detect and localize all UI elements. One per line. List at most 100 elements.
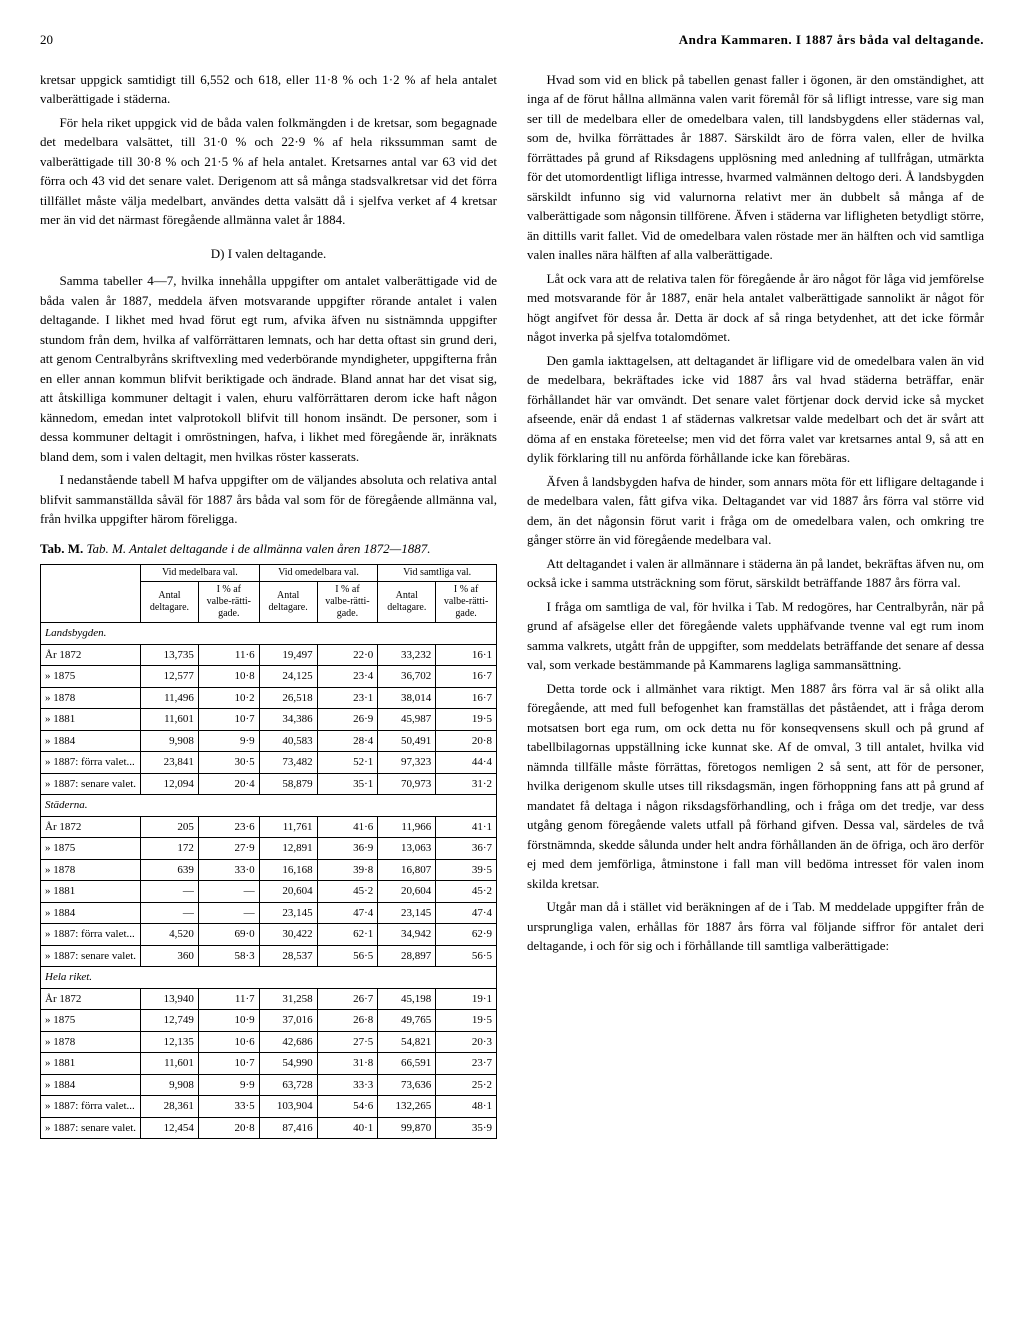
cell: 27·9 bbox=[198, 838, 259, 860]
group-title: Landsbygden. bbox=[41, 623, 497, 645]
para: Äfven å landsbygden hafva de hinder, som… bbox=[527, 472, 984, 550]
cell: 27·5 bbox=[317, 1031, 378, 1053]
para: Låt ock vara att de relativa talen för f… bbox=[527, 269, 984, 347]
subheader: Antal deltagare. bbox=[141, 582, 199, 623]
cell: 54,821 bbox=[378, 1031, 436, 1053]
row-label: » 1878 bbox=[41, 1031, 141, 1053]
cell: 45,987 bbox=[378, 709, 436, 731]
cell: 11·7 bbox=[198, 988, 259, 1010]
table-row: » 1887: senare valet.12,09420·458,87935·… bbox=[41, 773, 497, 795]
cell: 73,482 bbox=[259, 752, 317, 774]
subheader: I % af valbe-rätti-gade. bbox=[317, 582, 378, 623]
cell: 54·6 bbox=[317, 1096, 378, 1118]
row-label: » 1878 bbox=[41, 687, 141, 709]
cell: 41·6 bbox=[317, 816, 378, 838]
cell: 11,496 bbox=[141, 687, 199, 709]
col-group: Vid samtliga val. bbox=[378, 565, 497, 582]
cell: 172 bbox=[141, 838, 199, 860]
cell: 10·8 bbox=[198, 666, 259, 688]
cell: 30·5 bbox=[198, 752, 259, 774]
cell: 132,265 bbox=[378, 1096, 436, 1118]
table-row: » 187517227·912,89136·913,06336·7 bbox=[41, 838, 497, 860]
cell: 16·7 bbox=[436, 666, 497, 688]
cell: 10·2 bbox=[198, 687, 259, 709]
cell: 52·1 bbox=[317, 752, 378, 774]
cell: 56·5 bbox=[317, 945, 378, 967]
table-row: » 187812,13510·642,68627·554,82120·3 bbox=[41, 1031, 497, 1053]
row-label: » 1881 bbox=[41, 1053, 141, 1075]
cell: 28,537 bbox=[259, 945, 317, 967]
cell: 24,125 bbox=[259, 666, 317, 688]
cell: 42,686 bbox=[259, 1031, 317, 1053]
cell: 23·7 bbox=[436, 1053, 497, 1075]
row-label: » 1881 bbox=[41, 881, 141, 903]
cell: 11,966 bbox=[378, 816, 436, 838]
subheader: I % af valbe-rätti-gade. bbox=[436, 582, 497, 623]
cell: 13,940 bbox=[141, 988, 199, 1010]
table-row: » 1887: förra valet...4,52069·030,42262·… bbox=[41, 924, 497, 946]
cell: 16,168 bbox=[259, 859, 317, 881]
subheader: I % af valbe-rätti-gade. bbox=[198, 582, 259, 623]
row-label: » 1884 bbox=[41, 902, 141, 924]
cell: 11,601 bbox=[141, 1053, 199, 1075]
table-row: » 1881——20,60445·220,60445·2 bbox=[41, 881, 497, 903]
para: Hvad som vid en blick på tabellen genast… bbox=[527, 70, 984, 265]
cell: 10·7 bbox=[198, 709, 259, 731]
para: I fråga om samtliga de val, för hvilka i… bbox=[527, 597, 984, 675]
cell: 16·7 bbox=[436, 687, 497, 709]
table-row: » 1884——23,14547·423,14547·4 bbox=[41, 902, 497, 924]
cell: 19·5 bbox=[436, 709, 497, 731]
table-row: År 187220523·611,76141·611,96641·1 bbox=[41, 816, 497, 838]
table-row: » 1887: förra valet...23,84130·573,48252… bbox=[41, 752, 497, 774]
left-column: kretsar uppgick samtidigt till 6,552 och… bbox=[40, 70, 497, 1140]
cell: 20·4 bbox=[198, 773, 259, 795]
cell: 9,908 bbox=[141, 1074, 199, 1096]
cell: 639 bbox=[141, 859, 199, 881]
cell: 36·7 bbox=[436, 838, 497, 860]
table-row: » 188111,60110·754,99031·866,59123·7 bbox=[41, 1053, 497, 1075]
subheader: Antal deltagare. bbox=[378, 582, 436, 623]
cell: 28·4 bbox=[317, 730, 378, 752]
cell: 26·8 bbox=[317, 1010, 378, 1032]
cell: 39·8 bbox=[317, 859, 378, 881]
group-title: Städerna. bbox=[41, 795, 497, 817]
cell: 11·6 bbox=[198, 644, 259, 666]
para: I nedanstående tabell M hafva uppgifter … bbox=[40, 470, 497, 529]
cell: — bbox=[198, 881, 259, 903]
cell: 30,422 bbox=[259, 924, 317, 946]
table-row: » 1887: förra valet...28,36133·5103,9045… bbox=[41, 1096, 497, 1118]
table-row: » 1887: senare valet.12,45420·887,41640·… bbox=[41, 1117, 497, 1139]
cell: 26·9 bbox=[317, 709, 378, 731]
cell: — bbox=[141, 881, 199, 903]
cell: 73,636 bbox=[378, 1074, 436, 1096]
cell: 97,323 bbox=[378, 752, 436, 774]
para: Detta torde ock i allmänhet vara riktigt… bbox=[527, 679, 984, 894]
cell: 20·8 bbox=[198, 1117, 259, 1139]
cell: 31,258 bbox=[259, 988, 317, 1010]
cell: 62·9 bbox=[436, 924, 497, 946]
para: Utgår man då i stället vid beräkningen a… bbox=[527, 897, 984, 956]
cell: 39·5 bbox=[436, 859, 497, 881]
cell: 19·1 bbox=[436, 988, 497, 1010]
cell: 33,232 bbox=[378, 644, 436, 666]
row-label: » 1878 bbox=[41, 859, 141, 881]
cell: 49,765 bbox=[378, 1010, 436, 1032]
row-label: » 1875 bbox=[41, 1010, 141, 1032]
table-row: » 187863933·016,16839·816,80739·5 bbox=[41, 859, 497, 881]
cell: 13,063 bbox=[378, 838, 436, 860]
cell: 10·9 bbox=[198, 1010, 259, 1032]
row-label: » 1887: senare valet. bbox=[41, 945, 141, 967]
table-row: » 18849,9089·963,72833·373,63625·2 bbox=[41, 1074, 497, 1096]
cell: 20·3 bbox=[436, 1031, 497, 1053]
cell: 25·2 bbox=[436, 1074, 497, 1096]
page-number: 20 bbox=[40, 30, 53, 50]
cell: 99,870 bbox=[378, 1117, 436, 1139]
cell: 31·8 bbox=[317, 1053, 378, 1075]
cell: 20,604 bbox=[378, 881, 436, 903]
cell: 10·7 bbox=[198, 1053, 259, 1075]
cell: 16·1 bbox=[436, 644, 497, 666]
cell: 22·0 bbox=[317, 644, 378, 666]
cell: 63,728 bbox=[259, 1074, 317, 1096]
cell: 20·8 bbox=[436, 730, 497, 752]
table-row: » 187512,74910·937,01626·849,76519·5 bbox=[41, 1010, 497, 1032]
